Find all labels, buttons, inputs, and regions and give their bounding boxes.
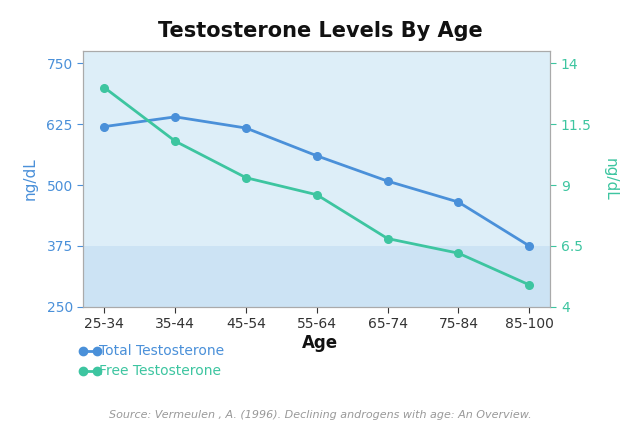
Text: Testosterone Levels By Age: Testosterone Levels By Age: [157, 21, 483, 41]
Text: Free Testosterone: Free Testosterone: [99, 364, 221, 377]
Text: Total Testosterone: Total Testosterone: [99, 345, 225, 358]
Bar: [83, 246, 550, 307]
Y-axis label: ng/dL: ng/dL: [23, 158, 38, 200]
Y-axis label: ng/dL: ng/dL: [603, 158, 618, 200]
Text: Source: Vermeulen , A. (1996). Declining androgens with age: An Overview.: Source: Vermeulen , A. (1996). Declining…: [109, 410, 531, 420]
Text: Age: Age: [302, 334, 338, 352]
